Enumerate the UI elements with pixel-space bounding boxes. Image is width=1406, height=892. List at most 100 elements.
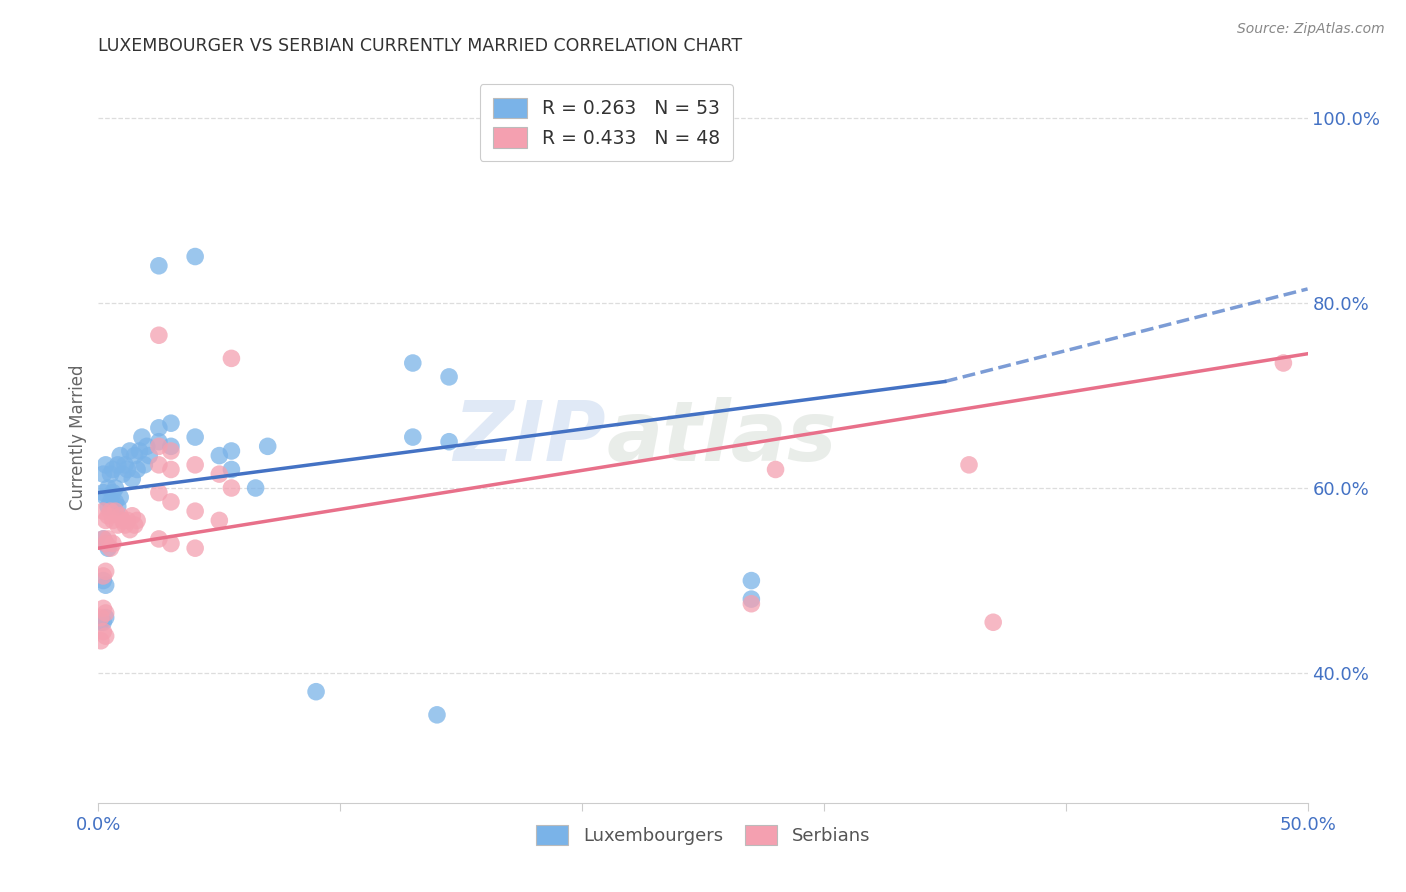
Point bbox=[107, 458, 129, 472]
Point bbox=[138, 449, 160, 463]
Point bbox=[118, 444, 141, 458]
Point bbox=[94, 536, 117, 550]
Point bbox=[91, 504, 114, 518]
Point bbox=[97, 532, 120, 546]
Point bbox=[91, 569, 114, 583]
Point bbox=[101, 485, 124, 500]
Point bbox=[121, 472, 143, 486]
Point bbox=[117, 513, 139, 527]
Point bbox=[148, 328, 170, 343]
Text: ZIP: ZIP bbox=[454, 397, 606, 477]
Point bbox=[100, 467, 122, 482]
Point bbox=[90, 610, 112, 624]
Point bbox=[108, 449, 131, 463]
Point bbox=[221, 481, 243, 495]
Point bbox=[91, 485, 114, 500]
Point bbox=[148, 434, 170, 449]
Point bbox=[1272, 356, 1295, 370]
Point bbox=[94, 536, 117, 550]
Point bbox=[108, 508, 131, 523]
Point bbox=[221, 444, 243, 458]
Point bbox=[91, 532, 114, 546]
Point bbox=[91, 624, 114, 639]
Point bbox=[111, 467, 134, 482]
Text: LUXEMBOURGER VS SERBIAN CURRENTLY MARRIED CORRELATION CHART: LUXEMBOURGER VS SERBIAN CURRENTLY MARRIE… bbox=[98, 37, 742, 54]
Point bbox=[124, 518, 146, 533]
Point bbox=[160, 495, 183, 509]
Point bbox=[108, 490, 131, 504]
Point bbox=[148, 532, 170, 546]
Point bbox=[121, 508, 143, 523]
Point bbox=[957, 458, 980, 472]
Point bbox=[94, 513, 117, 527]
Y-axis label: Currently Married: Currently Married bbox=[69, 364, 87, 510]
Point bbox=[208, 449, 231, 463]
Point bbox=[91, 601, 114, 615]
Point bbox=[127, 513, 149, 527]
Point bbox=[148, 421, 170, 435]
Point bbox=[94, 629, 117, 643]
Point bbox=[981, 615, 1004, 630]
Point bbox=[111, 513, 134, 527]
Point bbox=[101, 462, 124, 476]
Point bbox=[740, 592, 762, 607]
Point bbox=[97, 541, 120, 556]
Point bbox=[91, 615, 114, 630]
Point bbox=[114, 518, 136, 533]
Point bbox=[124, 449, 146, 463]
Point bbox=[94, 490, 117, 504]
Point bbox=[100, 495, 122, 509]
Point bbox=[184, 541, 207, 556]
Point bbox=[160, 536, 183, 550]
Point bbox=[100, 541, 122, 556]
Point bbox=[402, 430, 425, 444]
Point bbox=[135, 439, 157, 453]
Point bbox=[91, 574, 114, 588]
Text: atlas: atlas bbox=[606, 397, 837, 477]
Point bbox=[160, 416, 183, 430]
Point bbox=[131, 430, 153, 444]
Legend: Luxembourgers, Serbians: Luxembourgers, Serbians bbox=[529, 818, 877, 852]
Point bbox=[160, 439, 183, 453]
Point bbox=[100, 504, 122, 518]
Point bbox=[245, 481, 267, 495]
Point bbox=[91, 467, 114, 482]
Point bbox=[402, 356, 425, 370]
Point bbox=[437, 370, 460, 384]
Point bbox=[94, 565, 117, 579]
Point bbox=[148, 458, 170, 472]
Point bbox=[104, 481, 127, 495]
Point bbox=[184, 504, 207, 518]
Point bbox=[128, 444, 150, 458]
Point bbox=[90, 633, 112, 648]
Point bbox=[97, 508, 120, 523]
Point bbox=[160, 444, 183, 458]
Point bbox=[118, 523, 141, 537]
Point bbox=[97, 481, 120, 495]
Point bbox=[97, 500, 120, 514]
Point bbox=[765, 462, 787, 476]
Point bbox=[184, 430, 207, 444]
Point bbox=[160, 462, 183, 476]
Point bbox=[114, 458, 136, 472]
Point bbox=[107, 500, 129, 514]
Point bbox=[94, 578, 117, 592]
Point bbox=[740, 597, 762, 611]
Point bbox=[221, 462, 243, 476]
Point bbox=[437, 434, 460, 449]
Point bbox=[256, 439, 278, 453]
Point bbox=[221, 351, 243, 366]
Point bbox=[91, 532, 114, 546]
Point bbox=[305, 684, 328, 698]
Point bbox=[107, 518, 129, 533]
Point bbox=[101, 536, 124, 550]
Point bbox=[184, 250, 207, 264]
Point bbox=[208, 467, 231, 482]
Point bbox=[101, 513, 124, 527]
Point bbox=[148, 439, 170, 453]
Point bbox=[94, 610, 117, 624]
Point bbox=[127, 462, 149, 476]
Point bbox=[426, 707, 449, 722]
Point bbox=[94, 606, 117, 620]
Point bbox=[184, 458, 207, 472]
